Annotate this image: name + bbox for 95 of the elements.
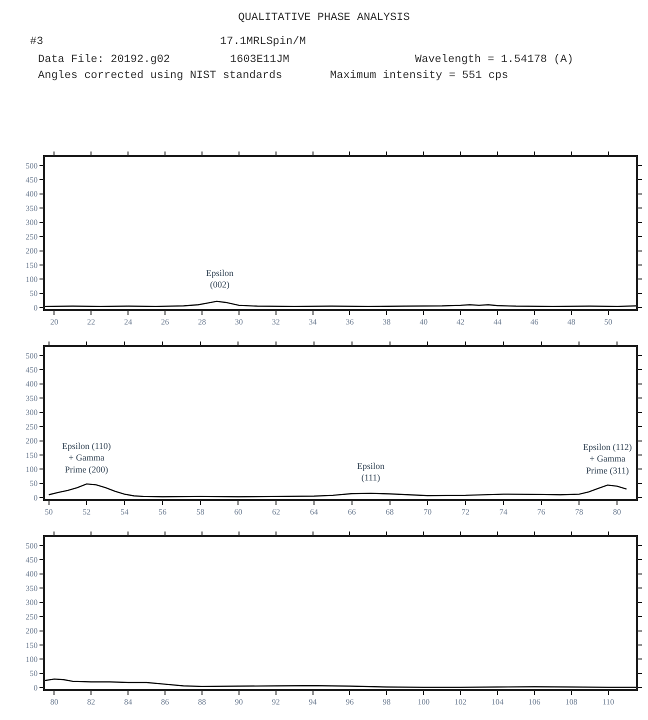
y-tick-label: 200 xyxy=(26,246,38,256)
x-tick-label: 102 xyxy=(454,697,467,706)
x-tick-label: 60 xyxy=(234,507,242,516)
y-tick-label: 500 xyxy=(26,541,38,550)
x-tick-label: 30 xyxy=(234,317,243,326)
x-tick-label: 24 xyxy=(124,317,132,326)
x-tick-label: 36 xyxy=(346,317,354,326)
y-tick-label: 150 xyxy=(26,640,38,650)
y-tick-label: 450 xyxy=(26,556,38,565)
text: Maximum intensity = 551 cps xyxy=(330,70,508,82)
x-tick-label: 70 xyxy=(424,507,432,516)
y-tick-label: 0 xyxy=(34,303,38,312)
x-tick-label: 68 xyxy=(386,507,394,516)
x-tick-label: 110 xyxy=(602,697,614,706)
x-tick-label: 50 xyxy=(44,507,53,516)
x-tick-label: 94 xyxy=(308,697,317,706)
y-tick-label: 50 xyxy=(30,669,38,678)
x-tick-label: 100 xyxy=(418,697,430,706)
y-tick-label: 500 xyxy=(26,351,38,360)
x-tick-label: 66 xyxy=(348,507,356,516)
y-tick-label: 350 xyxy=(26,394,38,403)
y-tick-label: 50 xyxy=(30,289,38,298)
y-tick-label: 450 xyxy=(26,176,38,185)
x-tick-label: 28 xyxy=(198,317,206,326)
x-tick-label: 58 xyxy=(196,507,204,516)
x-tick-label: 22 xyxy=(87,317,96,326)
y-tick-label: 300 xyxy=(26,218,38,228)
x-tick-label: 96 xyxy=(346,697,354,706)
y-tick-label: 50 xyxy=(30,479,38,488)
x-tick-label: 56 xyxy=(158,507,166,516)
x-tick-label: 38 xyxy=(382,317,391,326)
x-tick-label: 98 xyxy=(382,697,391,706)
y-tick-label: 300 xyxy=(26,598,38,608)
y-tick-label: 200 xyxy=(26,436,38,446)
y-tick-label: 150 xyxy=(26,260,38,270)
x-tick-label: 82 xyxy=(87,697,96,706)
x-tick-label: 44 xyxy=(493,317,502,326)
y-tick-label: 350 xyxy=(26,204,38,213)
y-tick-label: 250 xyxy=(26,612,38,622)
y-tick-label: 400 xyxy=(26,570,38,579)
y-tick-label: 250 xyxy=(26,422,38,432)
x-tick-label: 86 xyxy=(161,697,170,706)
y-tick-label: 450 xyxy=(26,366,38,375)
x-tick-label: 34 xyxy=(308,317,317,326)
x-tick-label: 84 xyxy=(124,697,132,706)
line-series xyxy=(48,483,628,498)
x-tick-label: 88 xyxy=(198,697,206,706)
text: #3 xyxy=(30,36,44,48)
x-tick-label: 40 xyxy=(420,317,428,326)
y-tick-label: 400 xyxy=(26,190,38,199)
y-tick-label: 500 xyxy=(26,161,38,170)
y-tick-label: 400 xyxy=(26,380,38,389)
x-tick-label: 90 xyxy=(234,697,243,706)
x-tick-label: 42 xyxy=(456,317,465,326)
y-tick-label: 100 xyxy=(26,654,38,664)
y-tick-label: 100 xyxy=(26,464,38,474)
x-tick-label: 106 xyxy=(528,697,540,706)
x-tick-label: 62 xyxy=(272,507,280,516)
y-tick-label: 250 xyxy=(26,232,38,242)
x-tick-label: 46 xyxy=(530,317,538,326)
y-tick-label: 200 xyxy=(26,626,38,636)
y-tick-label: 100 xyxy=(26,274,38,284)
text: Wavelength = 1.54178 (A) xyxy=(415,54,574,66)
annotation: Epsilon (112) + Gamma Prime (311) xyxy=(583,442,632,476)
text: Angles corrected using NIST standards xyxy=(38,70,282,82)
x-tick-label: 104 xyxy=(491,697,504,706)
annotation: Epsilon (110) + Gamma Prime (200) xyxy=(62,441,111,474)
x-tick-label: 74 xyxy=(499,507,508,516)
x-tick-label: 54 xyxy=(120,507,129,516)
text: Data File: 20192.g02 xyxy=(38,54,170,66)
x-tick-label: 26 xyxy=(161,317,170,326)
x-tick-label: 32 xyxy=(272,317,280,326)
y-tick-label: 350 xyxy=(26,584,38,593)
x-tick-label: 50 xyxy=(604,317,612,326)
y-tick-label: 0 xyxy=(34,493,38,502)
annotation: Epsilon (111) xyxy=(357,461,385,483)
x-tick-label: 80 xyxy=(50,697,58,706)
x-tick-label: 64 xyxy=(310,507,318,516)
text: 17.1MRLSpin/M xyxy=(220,36,306,48)
x-tick-label: 52 xyxy=(82,507,91,516)
x-tick-label: 80 xyxy=(613,507,622,516)
x-tick-label: 76 xyxy=(537,507,546,516)
x-tick-label: 48 xyxy=(567,317,576,326)
y-tick-label: 0 xyxy=(34,683,38,692)
text: 1603E11JM xyxy=(230,54,290,66)
chart-title: QUALITATIVE PHASE ANALYSIS xyxy=(237,12,411,24)
annotation: Epsilon (002) xyxy=(206,268,234,290)
x-tick-label: 72 xyxy=(462,507,470,516)
x-tick-label: 108 xyxy=(565,697,578,706)
line-series xyxy=(45,678,636,688)
x-tick-label: 92 xyxy=(272,697,280,706)
x-tick-label: 20 xyxy=(50,317,58,326)
y-tick-label: 300 xyxy=(26,408,38,418)
x-tick-label: 78 xyxy=(575,507,584,516)
y-tick-label: 150 xyxy=(26,450,38,460)
